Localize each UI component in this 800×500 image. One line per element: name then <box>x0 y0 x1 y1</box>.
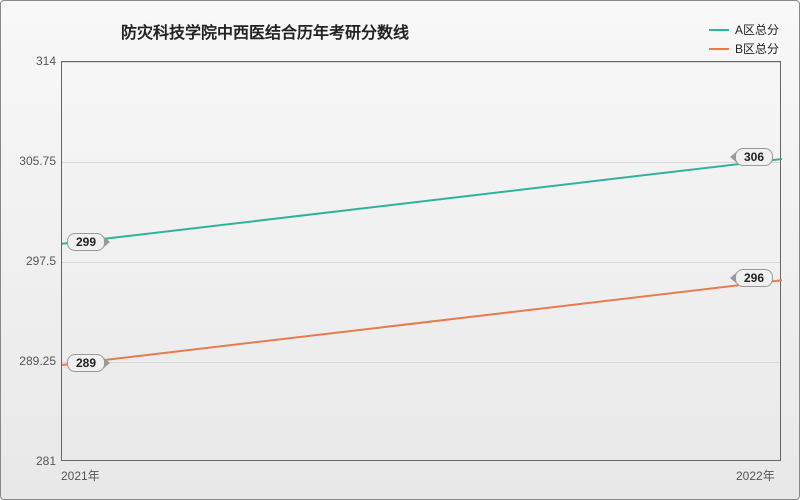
legend-item-a: A区总分 <box>709 21 779 38</box>
point-label: 306 <box>735 148 773 166</box>
legend-swatch-b <box>709 48 729 50</box>
legend-label-b: B区总分 <box>735 40 779 57</box>
point-label: 296 <box>735 269 773 287</box>
legend-label-a: A区总分 <box>735 21 779 38</box>
legend: A区总分 B区总分 <box>709 21 779 59</box>
chart-title: 防灾科技学院中西医结合历年考研分数线 <box>121 19 409 43</box>
series-line-1 <box>62 280 782 365</box>
grid-line <box>62 62 780 63</box>
y-tick-label: 314 <box>11 54 56 68</box>
legend-swatch-a <box>709 29 729 31</box>
plot-area <box>61 61 781 461</box>
y-tick-label: 305.75 <box>11 154 56 168</box>
y-tick-label: 281 <box>11 454 56 468</box>
series-line-0 <box>62 159 782 244</box>
chart-container: 防灾科技学院中西医结合历年考研分数线 A区总分 B区总分 281 289.25 29… <box>0 0 800 500</box>
grid-line <box>62 362 780 363</box>
x-tick-label: 2022年 <box>736 467 775 484</box>
point-label: 289 <box>67 354 105 372</box>
grid-line <box>62 162 780 163</box>
y-tick-label: 289.25 <box>11 354 56 368</box>
y-tick-label: 297.5 <box>11 254 56 268</box>
legend-item-b: B区总分 <box>709 40 779 57</box>
grid-line <box>62 262 780 263</box>
x-tick-label: 2021年 <box>61 467 100 484</box>
point-label: 299 <box>67 233 105 251</box>
